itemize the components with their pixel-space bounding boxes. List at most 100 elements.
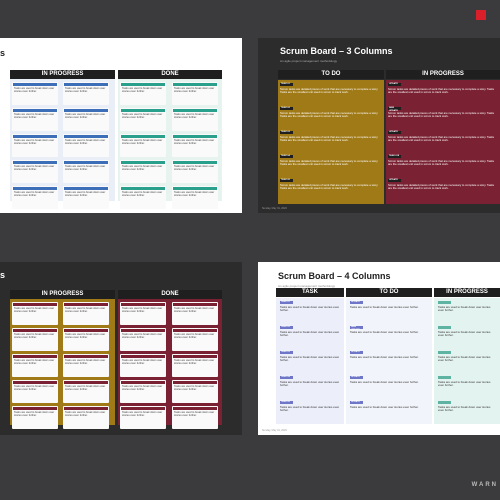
update-row: NEW UPDATE Scrum tasks are detailed piece… [386, 106, 500, 128]
column-panel-in-progress [386, 80, 500, 204]
card-text: Tasks are used to break down user storie… [174, 359, 215, 365]
card-text: Tasks are used to break down user storie… [174, 165, 215, 171]
slide-title: s [0, 270, 6, 280]
todo-text: Tasks are used to break down user storie… [350, 405, 419, 409]
task-row: TASK #1 Scrum tasks are detailed pieces o… [278, 82, 384, 104]
slide-thumbnail-3[interactable]: s IN PROGRESS DONE Tasks are used to bre… [0, 262, 242, 435]
task-card: Tasks are used to break down user storie… [63, 108, 109, 131]
task-card: Tasks are used to break down user storie… [63, 186, 109, 209]
task-text: Tasks are used to break down user storie… [280, 405, 340, 413]
task-card: Tasks are used to break down user storie… [63, 380, 109, 403]
card-tag [13, 187, 57, 190]
card-text: Tasks are used to break down user storie… [122, 139, 163, 145]
card-text: Tasks are used to break down user storie… [122, 385, 163, 391]
task-card: Tasks are used to break down user storie… [12, 302, 58, 325]
task-tag: TASK #2 [280, 107, 293, 110]
card-tag [13, 83, 57, 86]
slide-title: Scrum Board – 4 Columns [278, 271, 391, 281]
update-tag: UPDATE [388, 179, 401, 182]
card-text: Tasks are used to break down user storie… [14, 333, 55, 339]
task-card: Tasks are used to break down user storie… [120, 406, 166, 429]
card-tag [121, 407, 165, 410]
card-text: Tasks are used to break down user storie… [65, 139, 106, 145]
task-card: Tasks are used to break down user storie… [63, 82, 109, 105]
card-text: Tasks are used to break down user storie… [122, 87, 163, 93]
task-card: Tasks are used to break down user storie… [172, 328, 218, 351]
card-tag [121, 161, 165, 164]
task-card: Tasks are used to break down user storie… [172, 186, 218, 209]
card-tag [13, 161, 57, 164]
task-text: Scrum tasks are detailed pieces of work … [280, 111, 379, 119]
task-row: TASK #5 Scrum tasks are detailed pieces o… [278, 178, 384, 200]
progress-tag [438, 301, 451, 304]
task-row: TASK #4 Scrum tasks are detailed pieces o… [278, 154, 384, 176]
todo-text: Tasks are used to break down user storie… [350, 330, 419, 334]
slide-subtitle: An agile project management methodology [280, 59, 338, 63]
card-text: Tasks are used to break down user storie… [65, 359, 106, 365]
slide-title: Scrum Board – 3 Columns [280, 46, 393, 56]
update-row: UPDATE Scrum tasks are detailed pieces of… [386, 82, 500, 104]
todo-tag: UPDATE [350, 351, 363, 354]
task-tag: TASK #1 [280, 301, 293, 304]
task-card: Tasks are used to break down user storie… [12, 134, 58, 157]
task-card: Tasks are used to break down user storie… [12, 82, 58, 105]
card-text: Tasks are used to break down user storie… [65, 87, 106, 93]
task-row: TASK #1 Tasks are used to break down user… [278, 300, 342, 322]
update-tag: NEW UPDATE [388, 107, 401, 112]
task-card: Tasks are used to break down user storie… [12, 354, 58, 377]
card-text: Tasks are used to break down user storie… [122, 165, 163, 171]
update-row: UPDATE Scrum tasks are detailed pieces of… [386, 178, 500, 200]
card-text: Tasks are used to break down user storie… [122, 359, 163, 365]
card-text: Tasks are used to break down user storie… [174, 87, 215, 93]
todo-text: Tasks are used to break down user storie… [350, 305, 419, 309]
card-text: Tasks are used to break down user storie… [14, 359, 55, 365]
card-text: Tasks are used to break down user storie… [65, 307, 106, 313]
card-text: Tasks are used to break down user storie… [122, 191, 163, 197]
task-card: Tasks are used to break down user storie… [172, 354, 218, 377]
task-card: Tasks are used to break down user storie… [63, 354, 109, 377]
task-row: TASK #2 Scrum tasks are detailed pieces o… [278, 106, 384, 128]
task-text: Tasks are used to break down user storie… [280, 330, 340, 338]
card-tag [121, 109, 165, 112]
task-card: Tasks are used to break down user storie… [63, 134, 109, 157]
update-tag: UPDATE [388, 83, 401, 86]
progress-tag [438, 376, 451, 379]
task-row: TASK #3 Tasks are used to break down user… [278, 350, 342, 372]
task-row: TASK #4 Tasks are used to break down user… [278, 375, 342, 397]
todo-text: Tasks are used to break down user storie… [350, 355, 419, 359]
todo-tag: UPDATE [350, 401, 363, 404]
progress-row: Tasks are used to break down user storie… [436, 400, 498, 422]
card-text: Tasks are used to break down user storie… [14, 113, 55, 119]
slide-thumbnail-2[interactable]: Scrum Board – 3 Columns An agile project… [258, 38, 500, 213]
slide-thumbnail-1[interactable]: s IN PROGRESS DONE Tasks are used to bre… [0, 38, 242, 213]
task-card: Tasks are used to break down user storie… [63, 160, 109, 183]
column-header-done: DONE [118, 290, 222, 299]
card-text: Tasks are used to break down user storie… [174, 191, 215, 197]
card-text: Tasks are used to break down user storie… [65, 385, 106, 391]
slide-thumbnail-4[interactable]: Scrum Board – 4 Columns An agile project… [258, 262, 500, 435]
task-tag: TASK #4 [280, 376, 293, 379]
card-text: Tasks are used to break down user storie… [122, 411, 163, 417]
card-tag [64, 381, 108, 384]
card-text: Tasks are used to break down user storie… [174, 113, 215, 119]
progress-text: Tasks are used to break down user storie… [438, 305, 491, 313]
slide-footer-date: Sunday, May 31, 2020 [262, 207, 287, 210]
task-tag: TASK #1 [280, 83, 293, 86]
task-tag: TASK #3 [280, 131, 293, 134]
task-card: Tasks are used to break down user storie… [63, 406, 109, 429]
task-row: TASK #3 Scrum tasks are detailed pieces o… [278, 130, 384, 152]
column-header-in-progress: IN PROGRESS [386, 70, 500, 79]
card-tag [13, 109, 57, 112]
task-card: Tasks are used to break down user storie… [172, 108, 218, 131]
card-tag [173, 135, 217, 138]
task-card: Tasks are used to break down user storie… [63, 328, 109, 351]
update-tag: UPDATE [388, 131, 401, 134]
update-text: Scrum tasks are detailed pieces of work … [388, 183, 495, 191]
task-card: Tasks are used to break down user storie… [12, 380, 58, 403]
progress-tag [438, 351, 451, 354]
task-row: TASK #2 Tasks are used to break down user… [278, 325, 342, 347]
task-card: Tasks are used to break down user storie… [63, 302, 109, 325]
card-tag [13, 355, 57, 358]
task-tag: TASK #3 [280, 351, 293, 354]
task-card: Tasks are used to break down user storie… [120, 160, 166, 183]
